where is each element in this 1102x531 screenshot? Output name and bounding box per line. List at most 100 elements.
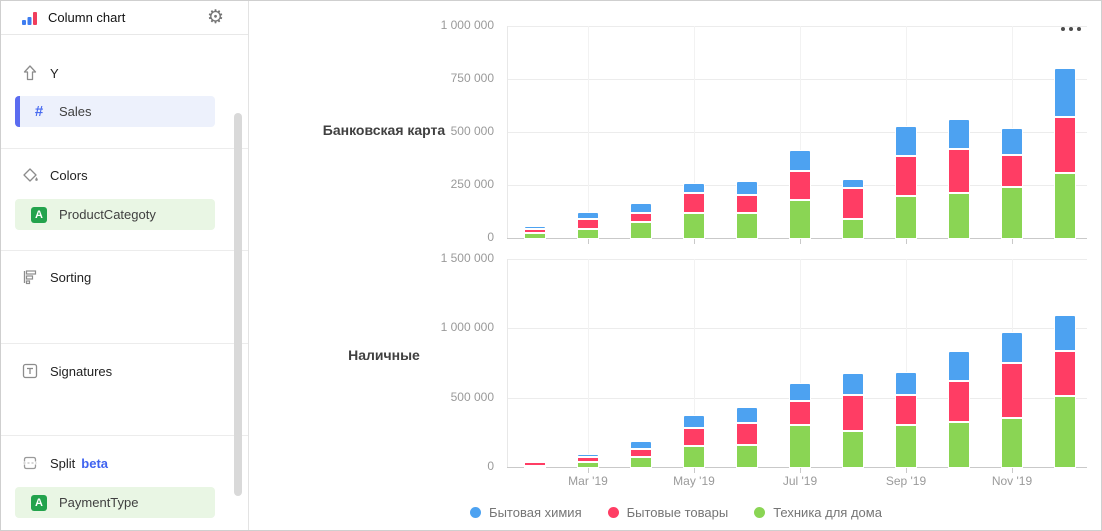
bar-segment[interactable] xyxy=(577,212,599,219)
bar-segment[interactable] xyxy=(895,126,917,156)
field-name: PaymentType xyxy=(59,495,139,510)
x-tick-mark xyxy=(588,467,589,473)
x-gridline xyxy=(588,26,589,238)
bar-segment[interactable] xyxy=(1054,351,1076,396)
y-axis-tick-label: 1 000 000 xyxy=(440,18,494,32)
bar-segment[interactable] xyxy=(683,415,705,428)
bar-segment[interactable] xyxy=(577,457,599,462)
bar-segment[interactable] xyxy=(895,425,917,468)
bar-segment[interactable] xyxy=(736,181,758,195)
bar-segment[interactable] xyxy=(948,193,970,239)
bar-segment[interactable] xyxy=(789,401,811,425)
bar-segment[interactable] xyxy=(1001,363,1023,418)
bar-segment[interactable] xyxy=(895,196,917,239)
bar-segment[interactable] xyxy=(895,156,917,196)
bar-segment[interactable] xyxy=(948,422,970,468)
legend-item[interactable]: Бытовые товары xyxy=(607,505,728,520)
beta-badge: beta xyxy=(81,455,109,471)
bar-segment[interactable] xyxy=(1001,187,1023,239)
bar-segment[interactable] xyxy=(577,454,599,457)
bar-segment[interactable] xyxy=(630,203,652,213)
bar-segment[interactable] xyxy=(1001,128,1023,155)
bar-segment[interactable] xyxy=(577,229,599,239)
bar-segment[interactable] xyxy=(524,226,546,229)
x-gridline xyxy=(694,26,695,238)
bar-segment[interactable] xyxy=(524,460,546,462)
bar-segment[interactable] xyxy=(842,219,864,239)
bar-segment[interactable] xyxy=(736,445,758,468)
bar-segment[interactable] xyxy=(683,428,705,446)
bar-segment[interactable] xyxy=(842,373,864,395)
y-gridline xyxy=(507,26,1087,27)
bar-segment[interactable] xyxy=(1001,332,1023,363)
bar-segment[interactable] xyxy=(1054,396,1076,468)
x-axis-tick-label: Sep '19 xyxy=(885,474,927,488)
bar-segment[interactable] xyxy=(630,449,652,457)
bar-segment[interactable] xyxy=(1001,418,1023,468)
y-axis-line xyxy=(507,26,508,238)
bar-segment[interactable] xyxy=(577,219,599,229)
bar-segment[interactable] xyxy=(577,462,599,468)
bar-segment[interactable] xyxy=(895,372,917,395)
bar-segment[interactable] xyxy=(524,466,546,468)
section-y: Y xyxy=(1,61,233,85)
arrow-up-icon xyxy=(23,65,37,81)
bar-segment[interactable] xyxy=(842,395,864,431)
chart-context-menu-button[interactable] xyxy=(1061,27,1081,31)
bar-segment[interactable] xyxy=(948,119,970,149)
bar-segment[interactable] xyxy=(683,213,705,239)
bar-segment[interactable] xyxy=(630,457,652,468)
bar-segment[interactable] xyxy=(1054,68,1076,117)
bar-segment[interactable] xyxy=(1054,117,1076,173)
y-gridline xyxy=(507,79,1087,80)
field-chip-productcategory[interactable]: A ProductCategoty xyxy=(15,199,215,230)
bar-segment[interactable] xyxy=(948,351,970,381)
bar-segment[interactable] xyxy=(683,193,705,213)
bar-segment[interactable] xyxy=(524,462,546,466)
bar-segment[interactable] xyxy=(842,188,864,219)
bar-segment[interactable] xyxy=(1054,315,1076,351)
bar-segment[interactable] xyxy=(789,425,811,468)
section-y-label: Y xyxy=(50,65,59,81)
bar-segment[interactable] xyxy=(842,431,864,468)
legend-item[interactable]: Бытовая химия xyxy=(470,505,582,520)
field-chip-sales[interactable]: # Sales xyxy=(15,96,215,127)
legend-item[interactable]: Техника для дома xyxy=(754,505,882,520)
bar-segment[interactable] xyxy=(1054,173,1076,239)
bar-segment[interactable] xyxy=(736,195,758,213)
bar-segment[interactable] xyxy=(842,179,864,188)
bar-segment[interactable] xyxy=(789,150,811,171)
gear-icon[interactable]: ⚙ xyxy=(206,7,224,28)
bar-segment[interactable] xyxy=(736,407,758,423)
field-chip-paymenttype[interactable]: A PaymentType xyxy=(15,487,215,518)
x-tick-mark xyxy=(906,467,907,473)
bar-segment[interactable] xyxy=(524,233,546,239)
bar-segment[interactable] xyxy=(789,200,811,239)
x-tick-mark xyxy=(694,467,695,473)
legend-dot-icon xyxy=(754,506,766,518)
ellipsis-dot xyxy=(1069,27,1073,31)
bar-segment[interactable] xyxy=(789,383,811,401)
section-colors-label: Colors xyxy=(50,167,88,183)
bar-segment[interactable] xyxy=(895,395,917,425)
ellipsis-dot xyxy=(1077,27,1081,31)
bar-segment[interactable] xyxy=(630,441,652,449)
ellipsis-dot xyxy=(1061,27,1065,31)
bar-segment[interactable] xyxy=(948,381,970,422)
measure-hash-icon: # xyxy=(34,103,44,120)
bar-segment[interactable] xyxy=(948,149,970,193)
bar-segment[interactable] xyxy=(630,213,652,222)
bar-segment[interactable] xyxy=(736,423,758,445)
bar-segment[interactable] xyxy=(736,213,758,239)
x-tick-mark xyxy=(906,238,907,244)
bar-segment[interactable] xyxy=(1001,155,1023,187)
bar-segment[interactable] xyxy=(524,229,546,233)
section-signatures: Signatures xyxy=(1,359,233,383)
section-split: Split beta xyxy=(1,451,233,475)
x-tick-mark xyxy=(800,238,801,244)
bar-segment[interactable] xyxy=(630,222,652,239)
bar-segment[interactable] xyxy=(683,183,705,193)
bar-segment[interactable] xyxy=(683,446,705,468)
sidebar-scrollbar-thumb[interactable] xyxy=(234,113,242,496)
bar-segment[interactable] xyxy=(789,171,811,200)
